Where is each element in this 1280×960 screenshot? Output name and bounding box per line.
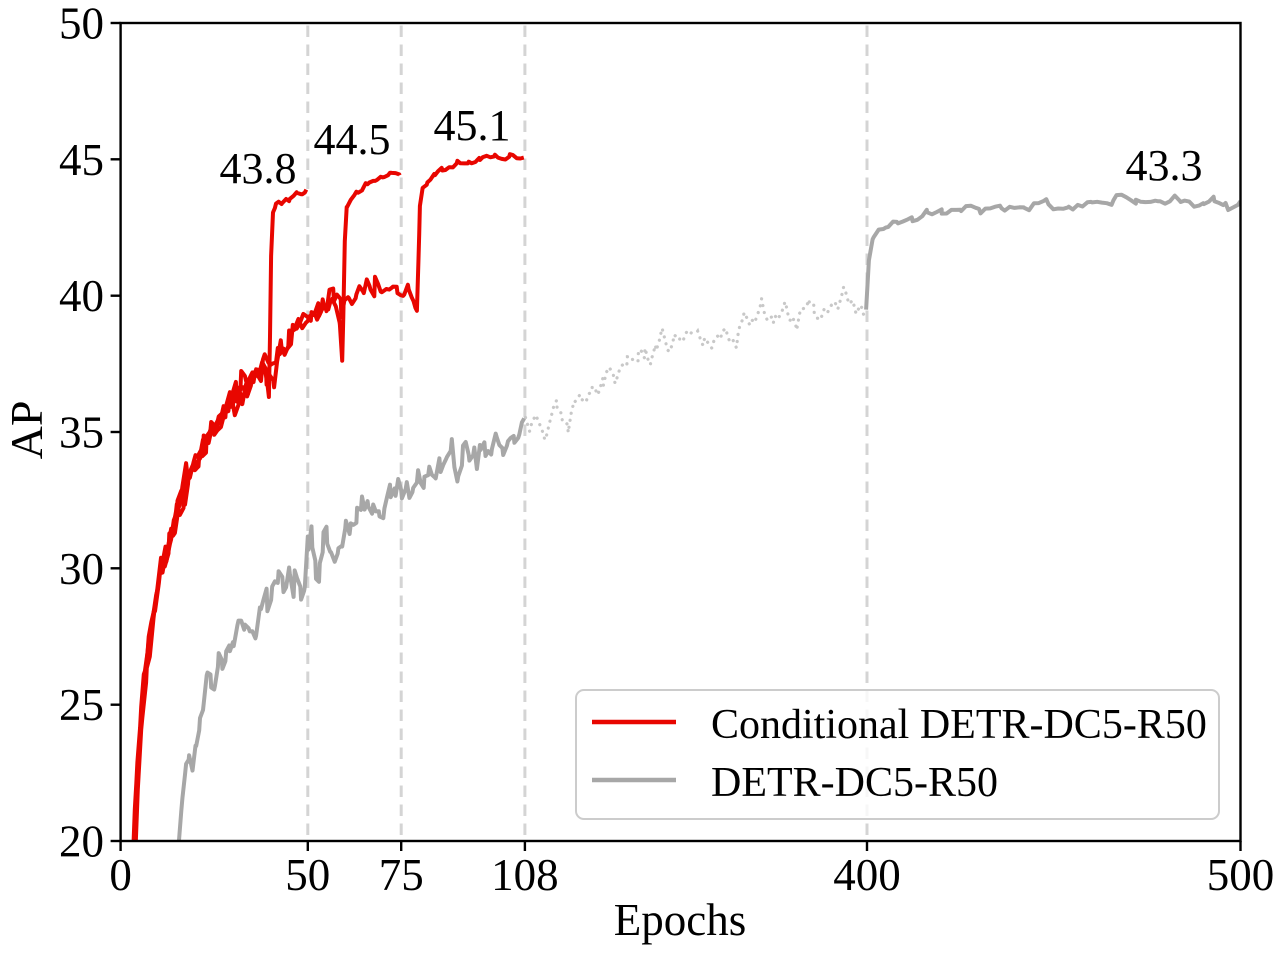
svg-text:44.5: 44.5 (314, 115, 391, 164)
svg-text:20: 20 (59, 817, 104, 867)
svg-text:43.8: 43.8 (220, 144, 297, 193)
svg-text:50: 50 (285, 850, 330, 900)
svg-text:DETR-DC5-R50: DETR-DC5-R50 (711, 760, 998, 806)
svg-text:500: 500 (1207, 850, 1275, 900)
svg-text:AP: AP (1, 401, 52, 460)
svg-text:30: 30 (59, 544, 104, 594)
svg-text:25: 25 (59, 680, 104, 730)
svg-text:400: 400 (833, 850, 901, 900)
svg-text:45.1: 45.1 (434, 101, 511, 150)
svg-text:45: 45 (59, 135, 104, 185)
svg-text:108: 108 (491, 850, 559, 900)
svg-text:50: 50 (59, 0, 104, 49)
svg-text:40: 40 (59, 271, 104, 321)
svg-text:35: 35 (59, 408, 104, 458)
svg-text:0: 0 (109, 850, 132, 900)
svg-text:Conditional DETR-DC5-R50: Conditional DETR-DC5-R50 (711, 702, 1207, 748)
svg-text:75: 75 (379, 850, 424, 900)
svg-text:Epochs: Epochs (614, 895, 746, 945)
svg-text:43.3: 43.3 (1126, 141, 1203, 190)
